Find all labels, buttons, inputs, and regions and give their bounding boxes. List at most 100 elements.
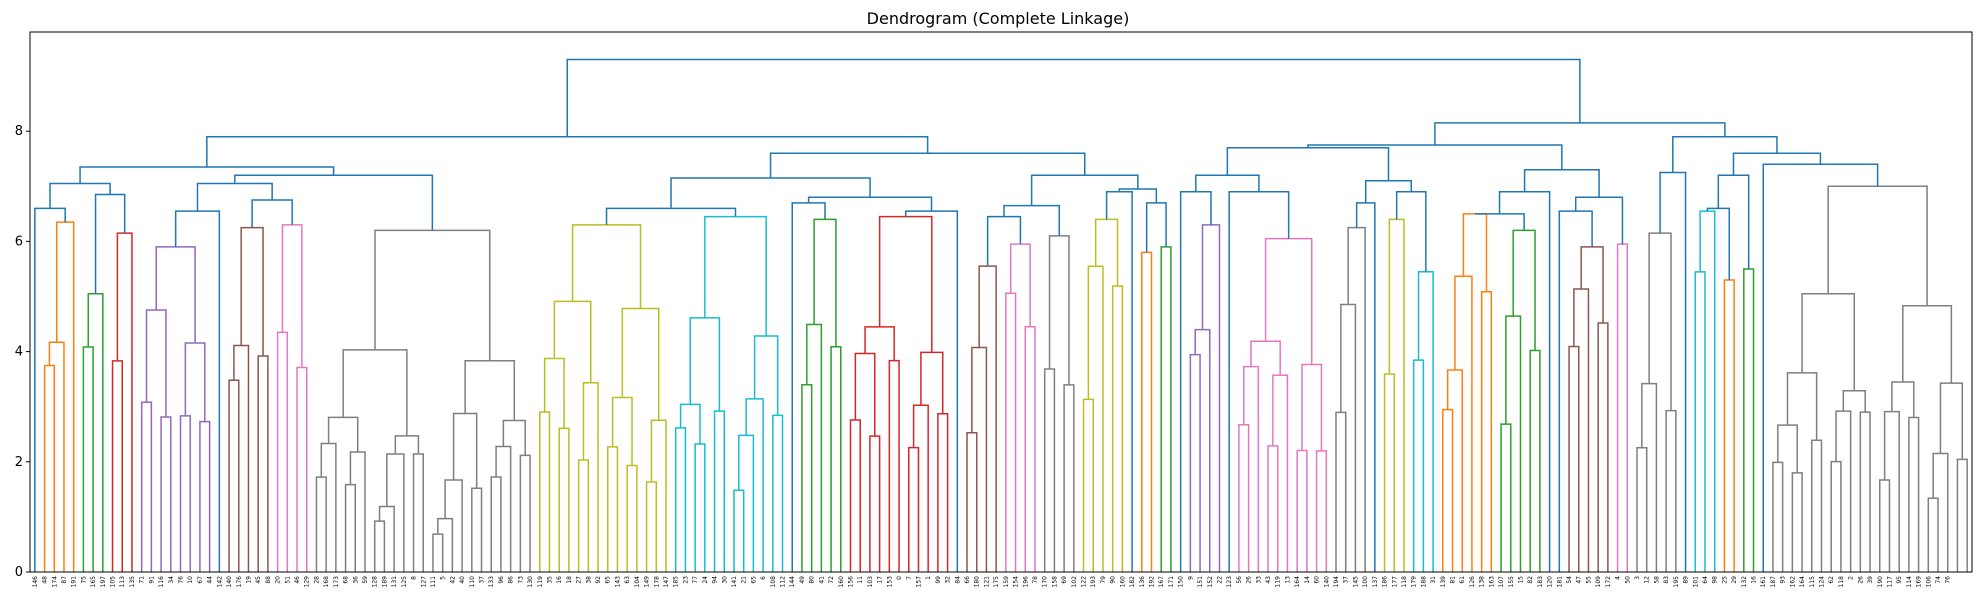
leaf-label: 172 bbox=[1605, 576, 1612, 588]
leaf-label: 24 bbox=[702, 576, 709, 584]
leaf-label: 61 bbox=[1459, 576, 1466, 584]
dendrogram-link bbox=[251, 199, 293, 228]
dendrogram-link bbox=[1706, 207, 1730, 280]
dendrogram-link bbox=[1272, 374, 1289, 572]
dendrogram-link bbox=[199, 420, 211, 572]
dendrogram-link bbox=[801, 383, 813, 572]
dendrogram-link bbox=[1558, 210, 1593, 572]
leaf-label: 149 bbox=[644, 576, 651, 588]
leaf-label: 188 bbox=[1420, 576, 1427, 588]
dendrogram-link bbox=[674, 427, 687, 572]
leaf-label: 6 bbox=[760, 576, 767, 580]
leaf-label: 62 bbox=[1828, 576, 1835, 584]
dendrogram-link bbox=[1030, 174, 1139, 206]
dendrogram-link bbox=[1908, 416, 1920, 572]
dendrogram-link bbox=[116, 232, 133, 572]
leaf-label: 171 bbox=[1168, 576, 1175, 588]
leaf-label: 60 bbox=[1314, 576, 1321, 584]
dendrogram-link bbox=[82, 346, 94, 572]
leaf-labels: 146 48 174 87 191 75 165 197 105 113 135 71 91 116 34 7… bbox=[32, 576, 1952, 588]
dendrogram-link bbox=[1446, 369, 1463, 572]
dendrogram-link bbox=[490, 476, 502, 572]
dendrogram-link bbox=[1498, 191, 1551, 572]
leaf-label: 9 bbox=[1187, 576, 1194, 580]
leaf-label: 5 bbox=[440, 576, 447, 580]
dendrogram-link bbox=[1024, 325, 1036, 572]
leaf-label: 84 bbox=[954, 576, 961, 584]
dendrogram-link bbox=[1462, 213, 1488, 292]
leaf-label: 128 bbox=[372, 576, 379, 588]
leaf-label: 19 bbox=[245, 576, 252, 584]
dendrogram-link bbox=[257, 355, 269, 572]
leaf-label: 54 bbox=[1566, 576, 1573, 584]
dendrogram-link bbox=[1003, 204, 1061, 236]
leaf-label: 76 bbox=[1945, 576, 1952, 584]
leaf-label: 68 bbox=[343, 576, 350, 584]
dendrogram-link bbox=[519, 454, 531, 572]
leaf-label: 56 bbox=[1236, 576, 1243, 584]
leaf-label: 107 bbox=[1498, 576, 1505, 588]
leaf-label: 126 bbox=[1469, 576, 1476, 588]
dendrogram-link bbox=[1264, 237, 1313, 365]
leaf-label: 108 bbox=[770, 576, 777, 588]
dendrogram-link bbox=[621, 307, 660, 421]
leaf-label: 59 bbox=[362, 576, 369, 584]
leaf-label: 118 bbox=[1838, 576, 1845, 588]
dendrogram-link bbox=[864, 326, 895, 361]
dendrogram-link bbox=[87, 292, 104, 572]
dendrogram-link bbox=[791, 202, 826, 572]
leaf-label: 83 bbox=[1663, 576, 1670, 584]
leaf-label: 80 bbox=[809, 576, 816, 584]
leaf-label: 18 bbox=[566, 576, 573, 584]
dendrogram-link bbox=[1791, 472, 1803, 572]
leaf-label: 100 bbox=[1362, 576, 1369, 588]
leaf-label: 21 bbox=[741, 576, 748, 584]
leaf-label: 141 bbox=[731, 576, 738, 588]
dendrogram-link bbox=[1672, 135, 1778, 173]
dendrogram-link bbox=[1296, 449, 1308, 572]
leaf-label: 44 bbox=[207, 576, 214, 584]
leaf-label: 35 bbox=[546, 576, 553, 584]
leaf-label: 192 bbox=[1149, 576, 1156, 588]
leaf-label: 34 bbox=[168, 576, 175, 584]
y-tick-label: 8 bbox=[15, 124, 23, 139]
dendrogram-link bbox=[1388, 218, 1405, 572]
dendrogram-link bbox=[94, 193, 126, 294]
leaf-label: 48 bbox=[42, 576, 49, 584]
dendrogram-link bbox=[140, 401, 153, 572]
leaf-label: 160 bbox=[838, 576, 845, 588]
leaf-label: 86 bbox=[508, 576, 515, 584]
dendrogram-link bbox=[1417, 270, 1434, 572]
leaf-label: 168 bbox=[323, 576, 330, 588]
leaf-label: 104 bbox=[634, 576, 641, 588]
leaf-label: 125 bbox=[401, 576, 408, 588]
leaf-label: 116 bbox=[158, 576, 165, 588]
dendrogram-link bbox=[1879, 479, 1891, 572]
leaf-label: 150 bbox=[1178, 576, 1185, 588]
leaf-label: 16 bbox=[1751, 576, 1758, 584]
dendrogram-link bbox=[670, 177, 871, 209]
leaf-label: 7 bbox=[906, 576, 913, 580]
dendrogram-link bbox=[577, 459, 590, 572]
dendrogram-link bbox=[342, 349, 408, 436]
leaf-label: 55 bbox=[1585, 576, 1592, 584]
leaf-label: 43 bbox=[1265, 576, 1272, 584]
dendrogram-link bbox=[1442, 408, 1454, 572]
leaf-label: 50 bbox=[1624, 576, 1631, 584]
dendrogram-link bbox=[738, 434, 755, 572]
leaf-label: 117 bbox=[1886, 576, 1893, 588]
leaf-label: 119 bbox=[1275, 576, 1282, 588]
leaf-label: 95 bbox=[1896, 576, 1903, 584]
leaf-label: 81 bbox=[1450, 576, 1457, 584]
leaf-label: 63 bbox=[624, 576, 631, 584]
dendrogram-link bbox=[1063, 384, 1075, 572]
leaf-label: 133 bbox=[488, 576, 495, 588]
plot-frame bbox=[29, 31, 1973, 573]
leaf-label: 20 bbox=[275, 576, 282, 584]
leaf-label: 130 bbox=[527, 576, 534, 588]
dendrogram-link bbox=[1717, 174, 1750, 269]
dendrogram-link bbox=[206, 135, 929, 167]
dendrogram-link bbox=[1111, 285, 1124, 572]
dendrogram-link bbox=[184, 342, 206, 422]
dendrogram-link bbox=[327, 416, 359, 453]
